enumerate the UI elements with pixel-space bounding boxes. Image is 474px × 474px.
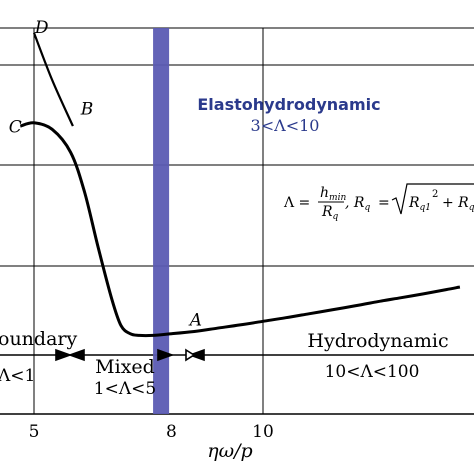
x-tick-label-10: 10 <box>252 422 274 442</box>
regime-ehl-range: 3<Λ<10 <box>251 116 320 135</box>
regime-mixed-name: Mixed <box>95 356 155 378</box>
formula-rq: Rq <box>321 204 339 222</box>
point-label-d: D <box>34 18 49 38</box>
point-label-c: C <box>9 118 22 138</box>
arrow-band-right <box>185 348 196 362</box>
regime-arrows <box>55 348 205 362</box>
point-label-b: B <box>80 100 94 120</box>
regime-hydro-range: 10<Λ<100 <box>325 362 420 382</box>
stribeck-curve <box>19 121 461 338</box>
formula-lambda: Λ = <box>283 195 310 211</box>
ehl-band <box>153 28 170 414</box>
regime-ehl-name: Elastohydrodynamic <box>197 95 380 114</box>
lambda-formula: Λ = hmin Rq , Rq = Rq1 2 + Rq2 <box>283 183 474 222</box>
formula-tail: , Rq <box>345 195 370 213</box>
arrow-mixed-right <box>157 348 175 362</box>
x-tick-label-5: 5 <box>29 422 40 442</box>
formula-plus-r2: + Rq2 <box>442 195 474 213</box>
formula-sqrt <box>391 183 474 215</box>
formula-eq: = <box>378 195 390 211</box>
formula-sq1: 2 <box>432 189 438 200</box>
curve-d-b <box>32 32 74 127</box>
x-axis-label: ηω/p <box>207 440 252 462</box>
regime-boundary-name: oundary <box>0 328 77 350</box>
arrow-hydro-left <box>187 348 205 362</box>
arrow-boundary-right <box>55 348 73 362</box>
arrow-mixed-left <box>67 348 85 362</box>
formula-r1: Rq1 <box>408 195 431 213</box>
regime-mixed-range: 1<Λ<5 <box>94 379 156 399</box>
point-label-a: A <box>188 311 202 331</box>
formula-hmin: hmin <box>320 185 346 203</box>
x-tick-labels: 5 8 10 <box>29 422 274 442</box>
regime-boundary-range: Λ<1 <box>0 366 35 386</box>
regime-hydro-name: Hydrodynamic <box>307 330 448 352</box>
grid <box>0 27 474 414</box>
point-labels: D B C A <box>9 18 202 331</box>
x-tick-label-8: 8 <box>166 422 177 442</box>
